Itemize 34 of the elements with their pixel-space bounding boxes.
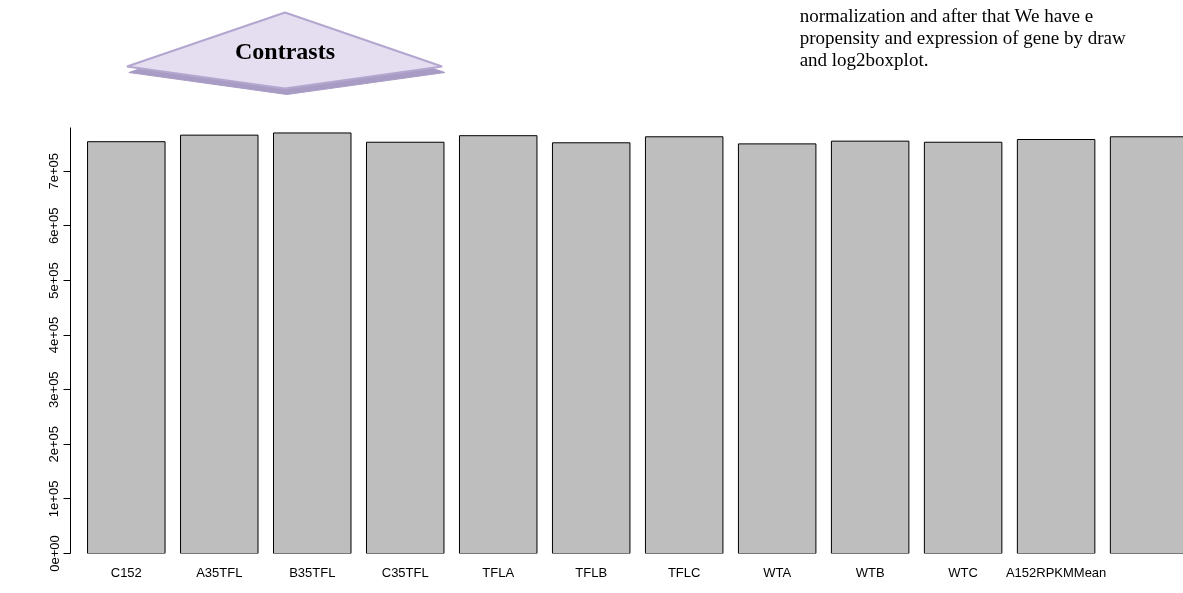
y-tick-label: 1e+05 — [46, 480, 62, 518]
bar — [273, 132, 352, 554]
bar — [458, 135, 538, 554]
text: propensity and expression of gene by draw — [799, 26, 1126, 48]
bar — [87, 141, 166, 554]
bar — [180, 134, 259, 554]
y-tick-label: 5e+05 — [46, 262, 62, 299]
bar — [551, 142, 631, 554]
y-tick-label: 4e+05 — [46, 316, 62, 354]
x-tick-label: C152 — [110, 564, 142, 580]
x-tick-label: TFLC — [667, 564, 701, 580]
x-tick-label: TFLB — [575, 564, 608, 580]
bar — [923, 141, 1003, 554]
bar — [1016, 139, 1096, 554]
y-tick-label: 0e+00 — [46, 535, 62, 572]
bar — [644, 136, 724, 554]
x-tick-label: A35TFL — [196, 564, 243, 580]
bar — [737, 143, 817, 554]
x-tick-label: A152RPKMMean — [1005, 564, 1107, 580]
y-tick-label: 7e+05 — [46, 152, 62, 190]
x-tick-label: C35TFL — [381, 564, 429, 580]
y-tick-label: 2e+05 — [46, 426, 62, 463]
bar — [830, 140, 910, 554]
bar — [365, 141, 445, 554]
x-tick-label: WTA — [763, 564, 792, 580]
x-tick-label: WTB — [855, 564, 885, 580]
y-tick-label: 3e+05 — [46, 371, 62, 408]
x-tick-label: TFLA — [482, 564, 515, 580]
text: and log2boxplot. — [799, 48, 929, 70]
x-tick-label: B35TFL — [289, 564, 336, 580]
text: Contrasts — [235, 37, 336, 64]
y-tick-label: 6e+05 — [46, 207, 62, 245]
text: normalization and after that We have e — [799, 4, 1094, 26]
x-tick-label: WTC — [948, 564, 978, 580]
